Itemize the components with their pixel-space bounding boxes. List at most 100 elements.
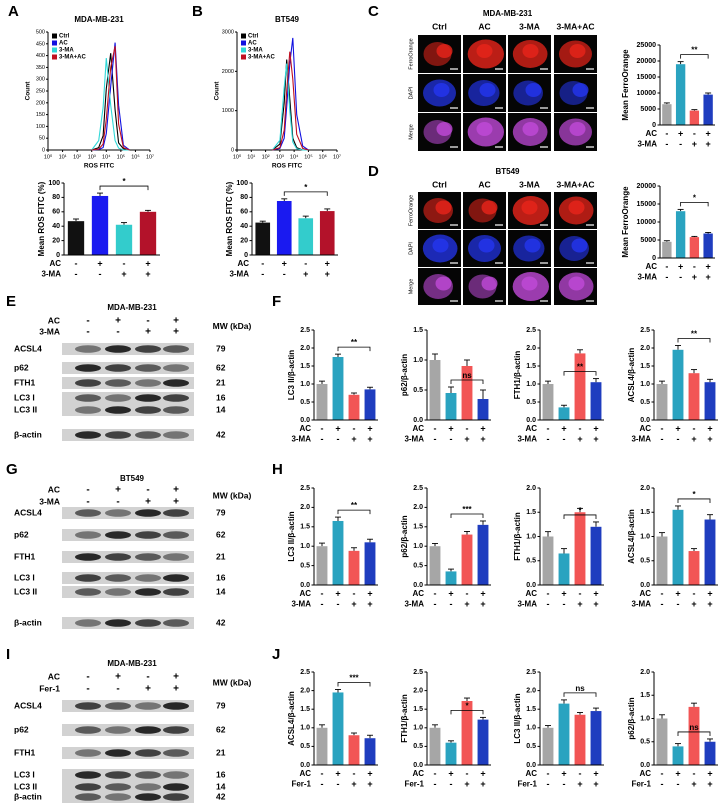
blot-band [163,619,189,627]
y-tick-label: 350 [36,65,45,71]
y-tick-label: 2.5 [413,669,423,676]
y-tick-label: 0.5 [526,743,536,750]
treatment-label: AC [525,769,537,778]
mw-header: MW (kDa) [213,321,252,331]
treatment-label: 3-MA [39,326,60,336]
cell-cluster [525,83,542,97]
treatment-sign: + [173,327,179,338]
blot-band [75,553,101,561]
bar [461,366,473,420]
treatment-sign: - [337,599,340,609]
treatment-sign: - [353,588,356,598]
treatment-sign: + [705,139,710,149]
y-axis-label: Mean ROS FITC (%) [37,181,46,256]
blot-band [75,379,101,387]
treatment-sign: - [450,599,453,609]
bar [316,384,328,420]
x-tick-label: 10³ [276,154,284,160]
band-label: LC3 II [14,781,37,791]
band-mw: 16 [216,572,226,582]
treatment-sign: + [691,779,696,789]
treatment-sign: + [707,779,712,789]
treatment-sign: - [434,434,437,444]
y-tick-label: 40 [240,223,248,230]
treatment-label: AC [48,315,60,325]
y-tick-label: 1.5 [413,524,423,531]
significance-label: ** [351,338,358,347]
column-label: 3-MA+AC [556,21,594,31]
treatment-label: 3-MA [404,435,424,444]
legend-label: AC [59,41,68,47]
bar [558,407,570,420]
x-tick-label: 10¹ [59,154,67,160]
y-tick-label: 1.5 [300,363,310,370]
significance-label: * [304,183,308,192]
band-label: p62 [14,529,29,539]
treatment-sign: - [261,269,264,279]
treatment-sign: - [321,423,324,433]
treatment-sign: + [577,599,582,609]
treatment-sign: + [351,779,356,789]
y-tick-label: 1.0 [300,543,310,550]
legend-label: Ctrl [248,34,259,40]
bar [348,394,360,420]
treatment-label: 3-MA [39,496,60,506]
treatment-sign: + [692,272,697,282]
bar [319,211,335,255]
legend-label: AC [248,41,257,47]
blot-band [75,364,101,372]
blot-band [105,783,131,791]
y-tick-label: 2.0 [526,485,536,492]
y-tick-label: 15000 [637,201,657,208]
treatment-sign: + [115,316,121,327]
panel-label: H [272,461,283,478]
treatment-label: 3-MA [404,600,424,609]
blot-band [135,553,161,561]
treatment-sign: - [86,684,89,695]
treatment-sign: + [303,269,308,279]
blot-band [75,749,101,757]
treatment-label: Fer-1 [404,780,424,789]
band-label: LC3 II [14,586,37,596]
bar [364,738,376,765]
y-tick-label: 2000 [222,69,234,75]
band-label: β-actin [14,429,42,439]
treatment-sign: + [335,768,340,778]
row-label: DAPI [408,86,414,99]
y-tick-label: 80 [52,194,60,201]
treatment-label: 3-MA [637,273,657,282]
y-tick-label: 0.5 [640,739,650,746]
y-axis-label: Mean FerroOrange [621,49,630,121]
y-tick-label: 150 [36,112,45,118]
y-tick-label: 2.5 [300,669,310,676]
y-tick-label: 1.5 [526,509,536,516]
significance-bracket [677,731,711,736]
x-tick-label: 10⁵ [304,153,312,160]
treatment-sign: + [691,599,696,609]
y-tick-label: 0.0 [640,582,650,589]
y-tick-label: 1.5 [413,706,423,713]
bar [445,393,457,420]
x-tick-label: 10⁰ [233,153,242,160]
cell-cluster [571,238,588,253]
bar [115,224,133,255]
cell-cluster [476,122,493,136]
y-tick-label: 0.0 [526,582,536,589]
treatment-sign: - [579,768,582,778]
blot-band [75,619,101,627]
treatment-label: AC [639,589,651,598]
blot-band [75,702,101,710]
treatment-sign: - [450,434,453,444]
significance-label: * [693,194,697,203]
treatment-sign: + [145,327,151,338]
band-label: p62 [14,724,29,734]
treatment-sign: + [173,485,179,496]
treatment-sign: + [282,258,287,268]
treatment-sign: - [547,599,550,609]
treatment-sign: + [593,588,598,598]
y-tick-label: 0.0 [640,762,650,769]
treatment-sign: - [304,258,307,268]
bar [675,211,686,258]
significance-bracket [450,379,484,384]
treatment-sign: + [97,258,102,268]
